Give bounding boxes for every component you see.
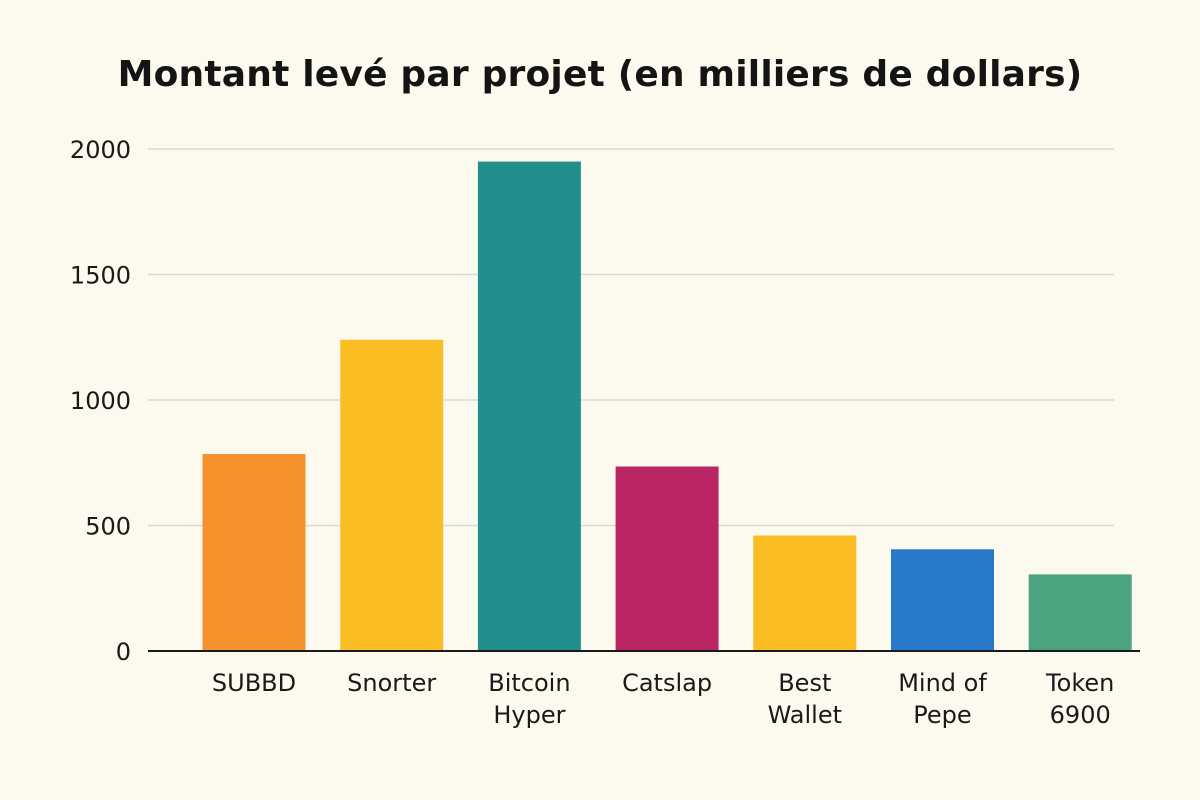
bar-catslap	[615, 466, 719, 651]
chart-title: Montant levé par projet (en milliers de …	[117, 54, 1083, 95]
gridlines	[148, 148, 1114, 527]
bar-mind-of-pepe	[891, 549, 994, 651]
y-tick-label: 0	[116, 638, 131, 666]
x-tick-label: SUBBD	[212, 669, 296, 697]
x-tick-label-line: Token	[1045, 669, 1114, 697]
x-tick-label-line: Catslap	[622, 669, 712, 697]
y-tick-label: 1500	[70, 262, 131, 290]
x-tick-label: Mind of Pepe	[898, 669, 987, 729]
x-tick-label-line: Hyper	[493, 701, 565, 729]
x-tick-label-line: Best	[778, 669, 831, 697]
bar-token-6900	[1028, 574, 1132, 651]
x-tick-label: Snorter	[347, 669, 436, 697]
y-tick-label: 500	[85, 513, 131, 541]
x-tick-label-line: 6900	[1050, 701, 1111, 729]
x-tick-label-line: Pepe	[913, 701, 971, 729]
x-tick-label-line: Bitcoin	[488, 669, 570, 697]
y-axis-tick-labels: 0 500 1000 1500 2000	[70, 136, 131, 666]
x-tick-label: Bitcoin Hyper	[488, 669, 570, 729]
y-tick-label: 2000	[70, 136, 131, 164]
x-tick-label: Catslap	[622, 669, 712, 697]
bar-snorter	[340, 339, 444, 651]
x-tick-label: Token 6900	[1045, 669, 1114, 729]
bar-subbd	[202, 454, 306, 651]
x-tick-label: Best Wallet	[768, 669, 842, 729]
bar-bitcoin-hyper	[477, 161, 581, 651]
x-tick-label-line: Wallet	[768, 701, 842, 729]
x-tick-label-line: Snorter	[347, 669, 436, 697]
x-axis-category-labels: SUBBD Snorter Bitcoin Hyper Catslap Best Walle…	[212, 669, 1114, 729]
bar-best-wallet	[753, 535, 857, 651]
bars	[202, 161, 1132, 651]
y-tick-label: 1000	[70, 387, 131, 415]
x-tick-label-line: Mind of	[898, 669, 987, 697]
x-tick-label-line: SUBBD	[212, 669, 296, 697]
